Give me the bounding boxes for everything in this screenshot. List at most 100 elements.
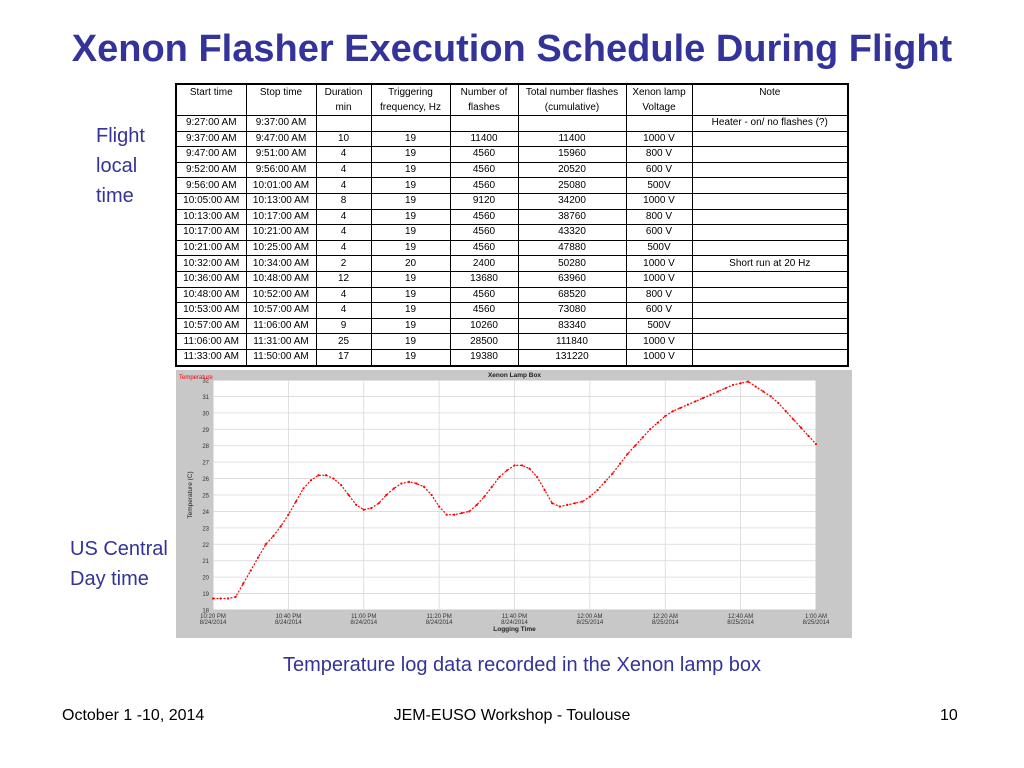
table-cell: 10:17:00 AM	[245, 208, 317, 226]
table-row: 10:48:00 AM 10:52:00 AM 4 19 4560 68520 800 V	[175, 286, 849, 304]
table-cell: 19	[370, 317, 451, 335]
table-cell: 68520	[517, 286, 627, 304]
table-cell: 4560	[449, 208, 519, 226]
temperature-data-point	[498, 475, 501, 479]
chart-caption: Temperature log data recorded in the Xen…	[282, 654, 762, 676]
y-tick-label: 29	[202, 428, 209, 434]
temperature-data-point	[257, 556, 260, 559]
table-cell: 4560	[449, 161, 519, 179]
temperature-data-point	[618, 462, 622, 465]
table-cell: 131220	[517, 348, 627, 367]
temperature-data-point	[475, 503, 478, 506]
table-cell: 11:06:00 AM	[175, 333, 247, 350]
table-cell: Heater - on/ no flashes (?)	[691, 115, 849, 132]
temperature-data-point	[792, 418, 795, 421]
table-cell: 25080	[517, 177, 627, 194]
table-cell: 600 V	[625, 224, 693, 241]
temperature-data-point	[641, 436, 644, 439]
temperature-data-point	[566, 503, 569, 506]
temperature-data-point	[543, 488, 546, 492]
table-cell: 10:25:00 AM	[245, 239, 317, 257]
x-tick-label-date: 8/25/2014	[727, 620, 754, 626]
table-cell: 12	[315, 270, 372, 288]
temperature-data-point	[709, 393, 712, 396]
y-axis-label: Temperature (C)	[187, 471, 194, 518]
x-tick-label-date: 8/24/2014	[501, 620, 528, 626]
table-cell	[625, 115, 693, 132]
temperature-data-point	[769, 395, 772, 398]
table-cell: 4560	[449, 239, 519, 257]
y-tick-label: 32	[202, 379, 209, 385]
table-cell: 11:31:00 AM	[245, 333, 317, 350]
y-tick-label: 20	[202, 576, 209, 582]
temperature-data-point	[634, 444, 637, 447]
temperature-data-point	[324, 474, 328, 477]
table-cell: 10:13:00 AM	[245, 192, 317, 210]
table-cell: 10260	[449, 317, 519, 335]
table-cell: 28500	[449, 333, 519, 350]
table-row: 10:17:00 AM 10:21:00 AM 4 19 4560 43320 600 V	[175, 224, 849, 241]
table-cell: 38760	[517, 208, 627, 226]
table-cell: 1000 V	[625, 255, 693, 272]
table-cell: 17	[315, 348, 372, 367]
temperature-data-point	[234, 595, 237, 598]
table-body: 9:27:00 AM 9:37:00 AM Heater - on/ no flas…	[175, 115, 849, 367]
temperature-data-point	[264, 543, 267, 546]
slide-title: Xenon Flasher Execution Schedule During …	[71, 28, 953, 70]
x-tick-label-time: 12:00 AM	[577, 614, 602, 620]
x-tick-label-time: 12:40 AM	[728, 614, 753, 620]
table-cell: 4	[315, 239, 372, 257]
temperature-data-point	[656, 421, 659, 424]
table-cell: 9:56:00 AM	[245, 161, 317, 179]
x-tick-label-date: 8/24/2014	[350, 620, 377, 626]
column-header: Duration min	[315, 83, 372, 116]
table-cell: 9:37:00 AM	[245, 115, 317, 132]
x-tick-label-date: 8/24/2014	[275, 620, 302, 626]
temperature-data-point	[242, 582, 245, 585]
temperature-data-point	[626, 452, 629, 456]
temperature-data-point	[528, 467, 531, 470]
table-cell: 9	[315, 317, 372, 335]
table-cell: 9:56:00 AM	[175, 177, 247, 194]
temperature-data-point	[347, 493, 350, 497]
table-cell: 9:51:00 AM	[245, 146, 317, 163]
x-tick-label-time: 11:40 PM	[502, 614, 527, 620]
table-cell: 2400	[449, 255, 519, 272]
temperature-data-point	[294, 500, 298, 503]
temperature-data-point	[468, 510, 471, 513]
temperature-data-point	[490, 485, 493, 488]
table-cell: 500V	[625, 177, 693, 194]
temperature-data-point	[694, 400, 697, 403]
table-cell: 10:53:00 AM	[175, 302, 247, 319]
table-cell: 10:57:00 AM	[245, 302, 317, 319]
table-cell: 4	[315, 286, 372, 304]
table-cell: 9120	[449, 192, 519, 210]
table-cell: 800 V	[625, 146, 693, 163]
column-header: Stop time	[245, 83, 317, 116]
temperature-data-point	[272, 534, 275, 538]
table-cell	[691, 302, 849, 319]
table-row: 10:21:00 AM 10:25:00 AM 4 19 4560 47880 500V	[175, 239, 849, 257]
temperature-data-point	[483, 495, 486, 498]
table-cell: 20520	[517, 161, 627, 179]
legend-entry: Temperature	[179, 375, 213, 381]
table-cell	[691, 224, 849, 241]
table-cell: 19	[370, 348, 451, 367]
temperature-data-point	[438, 505, 441, 508]
x-tick-label-date: 8/25/2014	[652, 620, 679, 626]
column-header: Note	[691, 83, 849, 116]
x-tick-label-time: 1:00 AM	[805, 614, 827, 620]
table-cell	[691, 177, 849, 194]
y-tick-label: 22	[202, 543, 209, 549]
table-cell: 19	[370, 302, 451, 319]
table-cell: 19	[370, 146, 451, 163]
footer-page-number: 10	[940, 707, 958, 724]
table-cell: 10:36:00 AM	[175, 270, 247, 288]
temperature-data-point	[807, 434, 810, 437]
temperature-data-point	[724, 387, 727, 390]
table-cell: 19	[370, 224, 451, 241]
temperature-data-point	[392, 487, 395, 490]
temperature-data-point	[679, 406, 682, 410]
temperature-data-point	[460, 511, 463, 515]
temperature-data-point	[581, 500, 584, 503]
